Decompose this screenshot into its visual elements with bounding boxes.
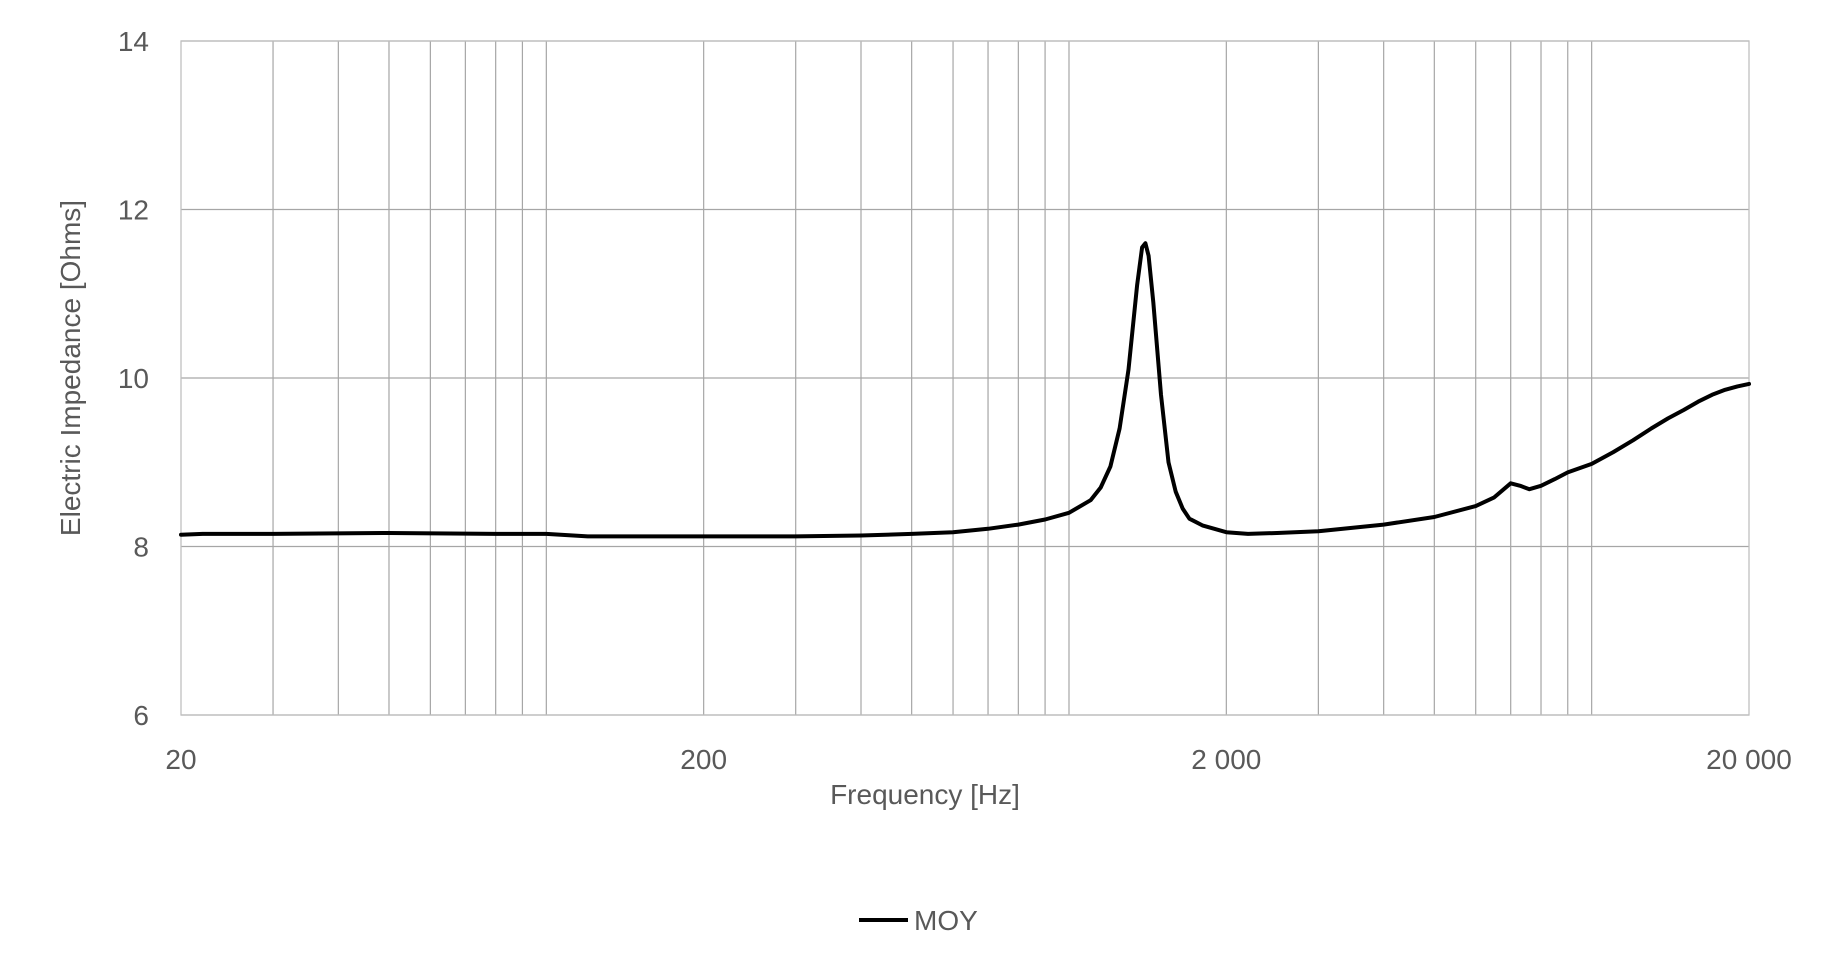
x-tick-label: 200 <box>680 744 727 775</box>
plot-area-frame <box>180 40 1750 716</box>
y-tick-label: 8 <box>133 532 149 563</box>
legend: MOY <box>859 905 978 936</box>
y-axis-tick-labels: 6 8 10 12 14 <box>118 26 149 731</box>
x-axis-tick-labels: 20 200 2 000 20 000 <box>165 744 1791 775</box>
x-axis-title: Frequency [Hz] <box>830 779 1020 810</box>
y-tick-label: 12 <box>118 195 149 226</box>
y-tick-label: 10 <box>118 363 149 394</box>
legend-label-moy: MOY <box>914 905 978 936</box>
series-line-moy <box>179 241 1751 539</box>
y-axis-title: Electric Impedance [Ohms] <box>55 200 86 536</box>
x-tick-label: 2 000 <box>1191 744 1261 775</box>
x-tick-label: 20 000 <box>1706 744 1792 775</box>
x-tick-label: 20 <box>165 744 196 775</box>
y-tick-label: 6 <box>133 700 149 731</box>
y-tick-label: 14 <box>118 26 149 57</box>
